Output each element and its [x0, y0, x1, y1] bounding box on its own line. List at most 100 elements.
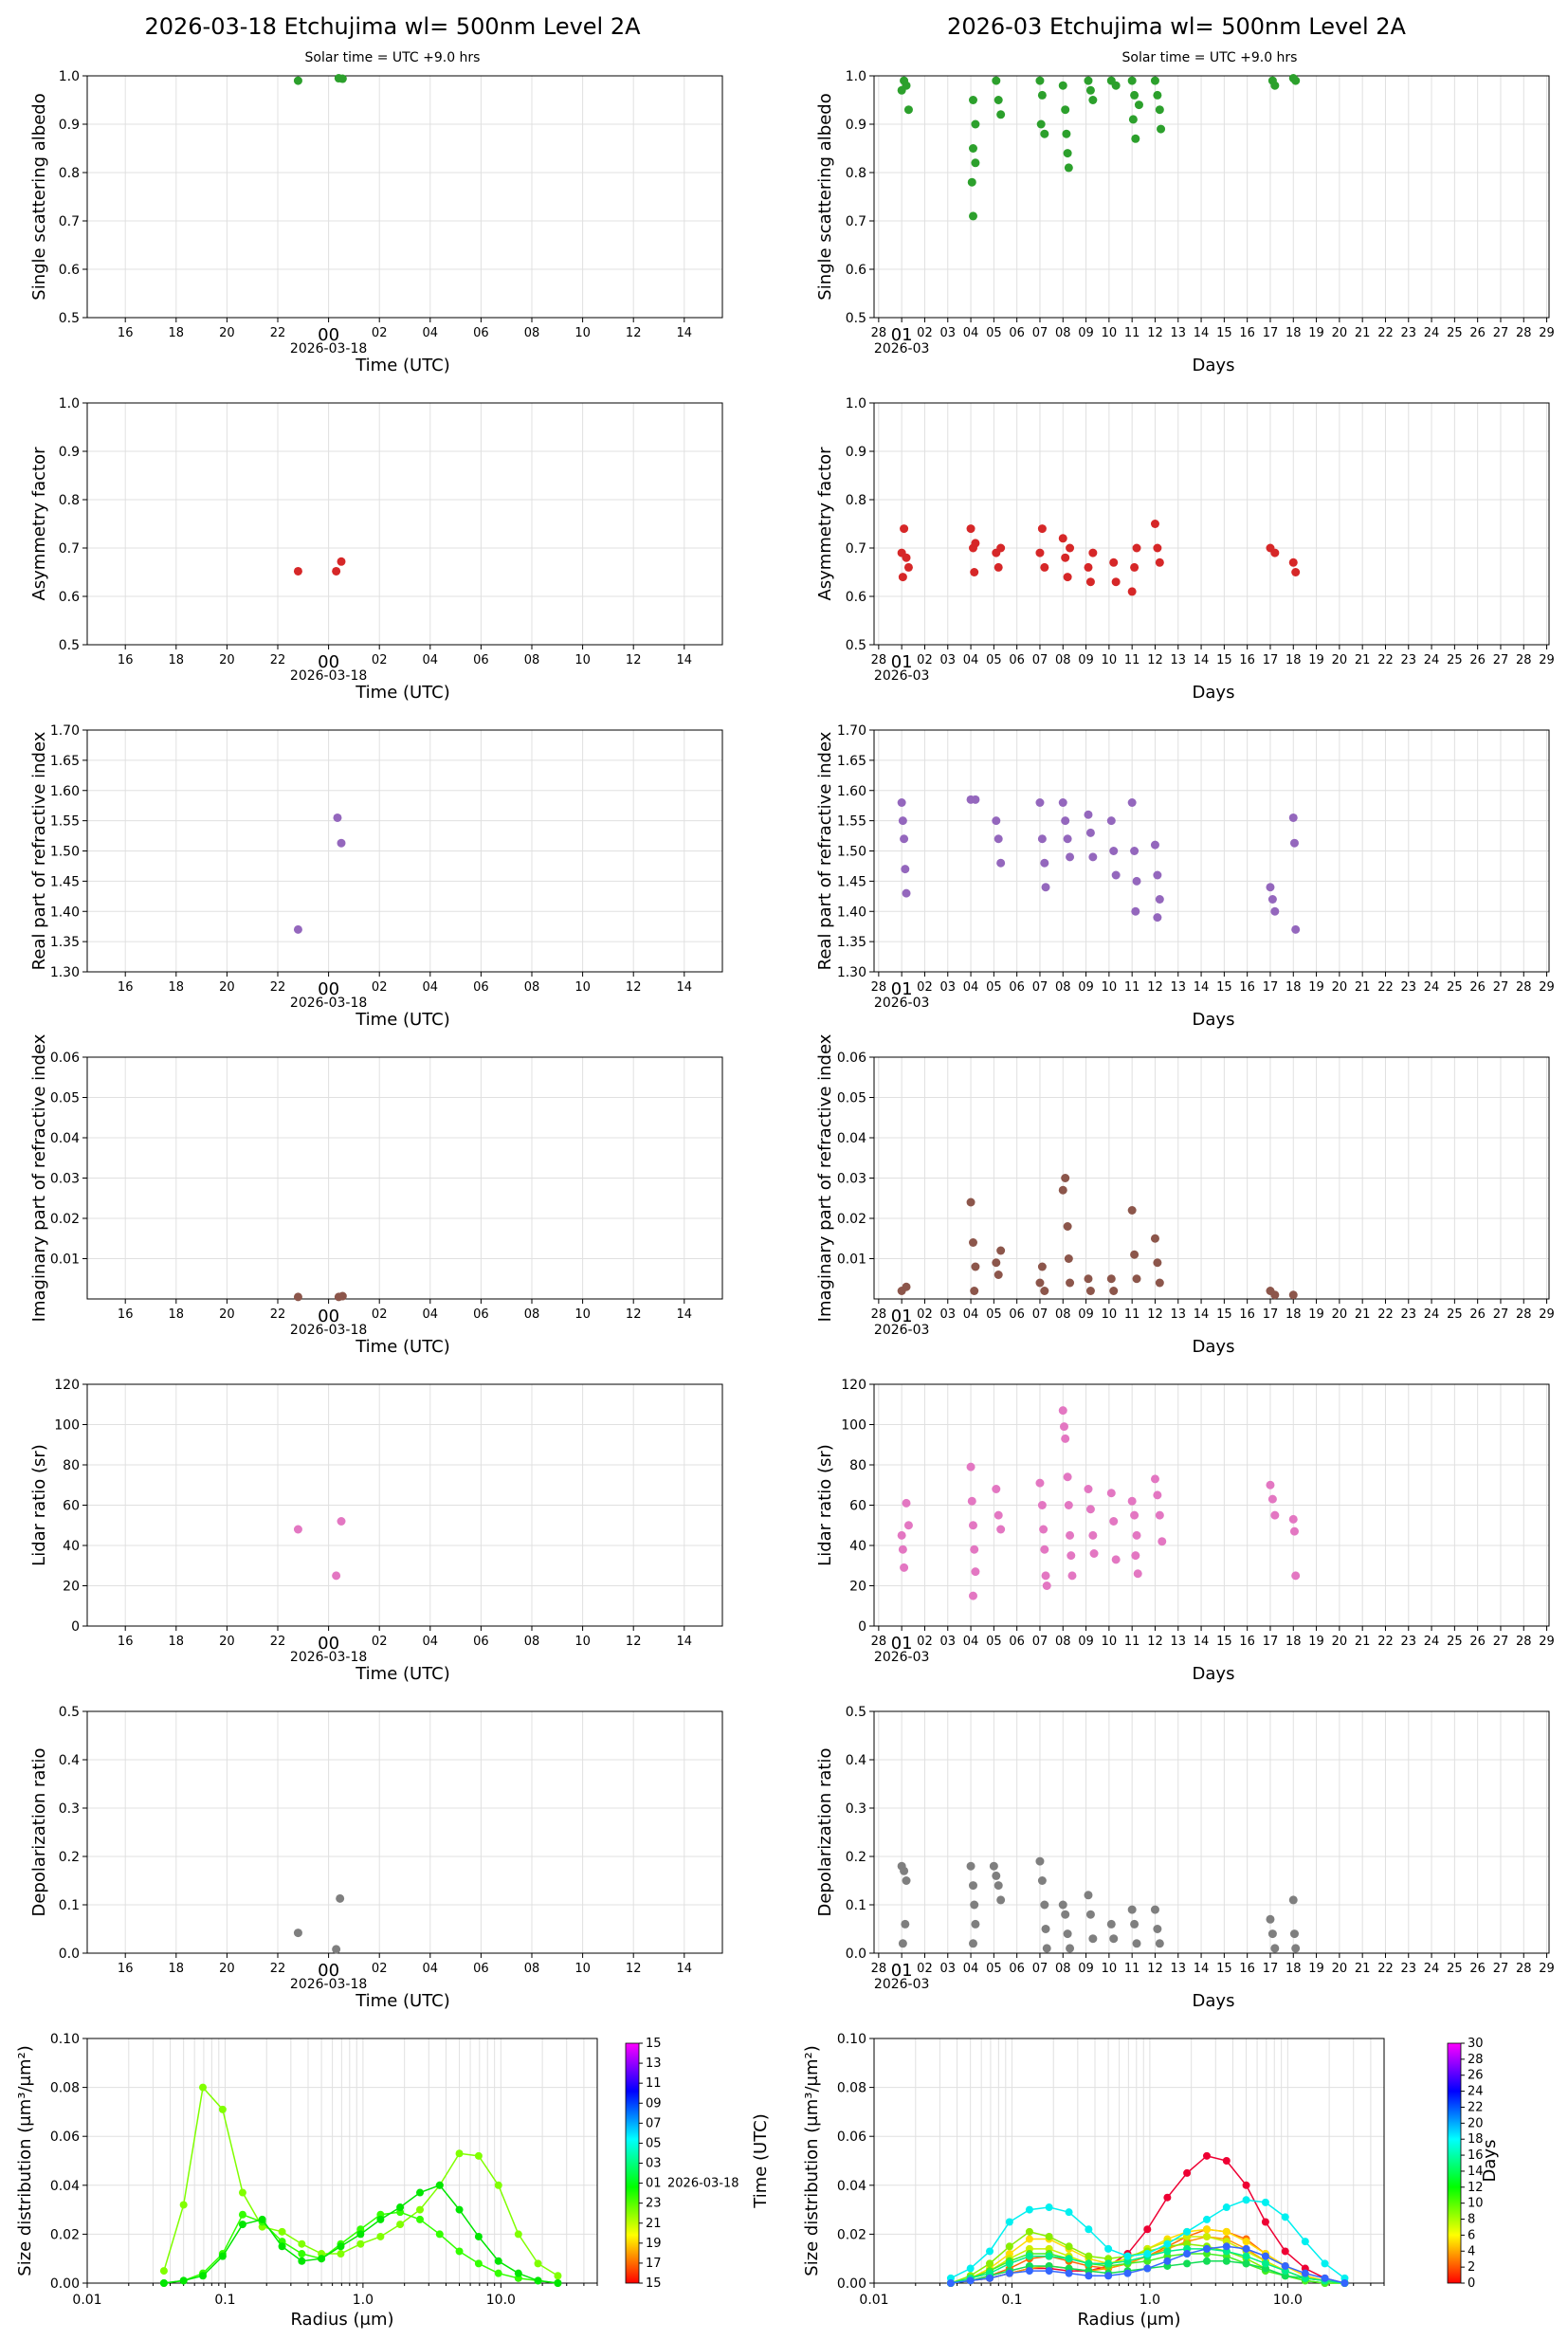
data-point [1061, 816, 1070, 826]
series-point [455, 2205, 464, 2214]
x-tick-label: 18 [169, 980, 185, 995]
series-point [1281, 2247, 1289, 2256]
series-point [1005, 2259, 1013, 2268]
x-tick-label: 11 [1124, 653, 1140, 667]
x-month-label: 2026-03 [874, 668, 930, 684]
x-tick-label: 09 [1078, 1962, 1094, 1976]
data-point [1133, 1569, 1142, 1579]
series-point [1025, 2205, 1033, 2214]
y-tick-label: 1.60 [50, 784, 80, 799]
x-tick-label: 14 [1194, 653, 1210, 667]
data-point [1041, 1925, 1050, 1933]
data-point [1267, 1929, 1277, 1939]
x-tick-label: 17 [1263, 1635, 1279, 1649]
data-point [1088, 96, 1098, 104]
x-tick-label: 22 [1377, 653, 1394, 667]
y-tick-label: 0.4 [846, 1753, 866, 1768]
data-point [971, 119, 980, 129]
data-point [1037, 1501, 1047, 1509]
data-point [1058, 1900, 1067, 1910]
x-tick-label: 18 [169, 653, 185, 667]
x-tick-label: 14 [1194, 980, 1210, 995]
x-tick-label: 11 [1124, 1307, 1140, 1322]
y-tick-label: 0.02 [837, 2227, 866, 2242]
y-tick-label: 0.5 [846, 638, 866, 653]
data-point [1084, 1891, 1093, 1900]
x-tick-label: 28 [871, 1962, 887, 1976]
series-point [1222, 2203, 1231, 2212]
data-point [1291, 1571, 1301, 1581]
data-point [1111, 81, 1121, 90]
data-point [903, 562, 913, 572]
data-point [968, 1521, 977, 1530]
data-point [900, 1866, 909, 1875]
y-tick-label: 80 [849, 1458, 866, 1473]
x-tick-label: 14 [677, 653, 693, 667]
x-axis-label: Days [1193, 1010, 1235, 1030]
data-point [902, 1876, 911, 1885]
series-point [1203, 2244, 1212, 2253]
x-tick-label: 04 [423, 326, 439, 340]
y-tick-label: 1.70 [50, 723, 80, 739]
data-point [968, 1939, 977, 1948]
series-point [1301, 2269, 1309, 2277]
data-point [1127, 587, 1137, 596]
data-point [1158, 1537, 1167, 1546]
colorbar-tick-label: 05 [646, 2136, 662, 2150]
x-tick-label: 02 [372, 653, 388, 667]
y-tick-label: 0 [858, 1619, 866, 1635]
data-point [1061, 105, 1070, 115]
x-tick-label: 24 [1424, 326, 1440, 340]
x-tick-label: 21 [1355, 653, 1371, 667]
data-point [1088, 1934, 1098, 1944]
colorbar-tick-label: 23 [646, 2197, 662, 2211]
x-tick-label: 04 [963, 1962, 979, 1976]
series-point [474, 2259, 483, 2268]
x-tick-label: 19 [1308, 980, 1324, 995]
x-tick-label: 25 [1447, 980, 1463, 995]
data-point [1085, 1910, 1095, 1919]
x-tick-label: 06 [1009, 326, 1025, 340]
y-tick-label: 0.8 [846, 493, 866, 508]
data-point [1084, 76, 1093, 85]
y-tick-label: 1.30 [837, 965, 866, 980]
x-tick-label: 11 [1124, 1962, 1140, 1976]
x-tick-label: 10.0 [486, 2293, 516, 2308]
data-point [1085, 577, 1095, 587]
series-point [199, 2272, 208, 2280]
daily-panel-ssa: 0.5 0.6 0.7 0.8 0.9 1.0 16 18 20 22 00 02 04 06 08 10 12… [29, 69, 723, 375]
data-point [1150, 1234, 1159, 1243]
x-tick-label: 16 [1239, 1962, 1255, 1976]
colorbar-tick-label: 09 [646, 2096, 662, 2111]
data-point [1067, 1571, 1077, 1581]
data-point [332, 566, 341, 576]
data-point [1041, 1571, 1050, 1581]
x-date-label: 2026-03-18 [290, 341, 367, 356]
data-point [1150, 1905, 1159, 1914]
y-tick-label: 20 [63, 1580, 80, 1595]
series-point [1242, 2196, 1250, 2204]
data-point [968, 1591, 977, 1600]
x-tick-label: 04 [423, 980, 439, 995]
y-tick-label: 1.30 [50, 965, 80, 980]
y-tick-label: 0.0 [846, 1947, 866, 1962]
x-tick-label: 22 [1377, 980, 1394, 995]
x-tick-label: 19 [1308, 1635, 1324, 1649]
series-point [1065, 2269, 1073, 2277]
data-point [1037, 524, 1047, 534]
series-point [534, 2259, 542, 2268]
x-tick-label: 03 [939, 1307, 956, 1322]
y-tick-label: 0.02 [837, 1212, 866, 1227]
x-tick-label: 09 [1078, 1307, 1094, 1322]
data-point [970, 1900, 979, 1910]
data-point [996, 858, 1006, 868]
colorbar-tick-label: 28 [1468, 2053, 1484, 2067]
x-tick-label: 12 [626, 1635, 642, 1649]
data-point [1150, 76, 1159, 85]
x-tick-label: 08 [524, 1962, 540, 1976]
data-point [1153, 1490, 1162, 1500]
axes-frame [86, 75, 723, 319]
x-tick-label: 04 [423, 1962, 439, 1976]
series-point [1203, 2257, 1212, 2265]
series-point [1143, 2264, 1152, 2273]
